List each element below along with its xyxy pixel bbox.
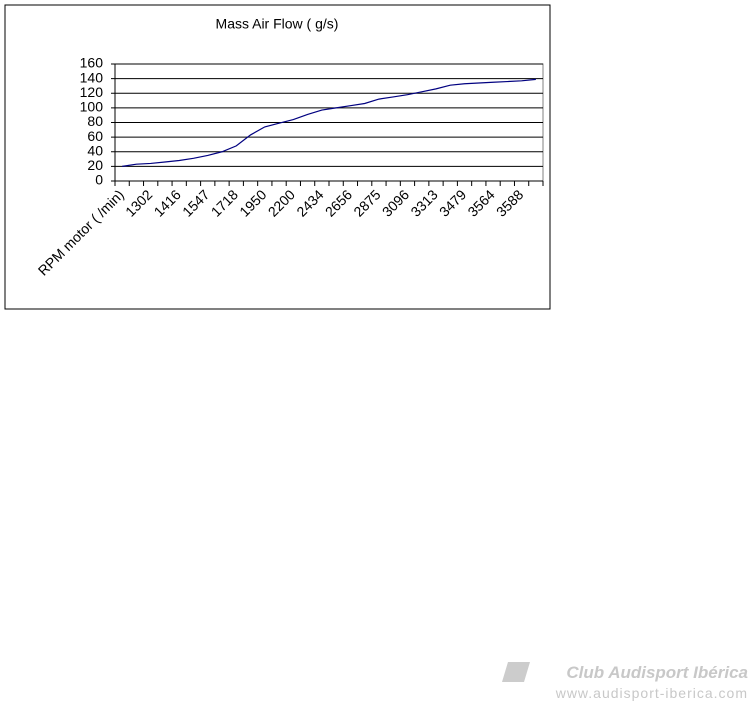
y-tick-label: 20 <box>87 157 103 173</box>
y-tick-label: 120 <box>80 84 104 100</box>
y-tick-label: 100 <box>80 99 104 115</box>
logo-mark <box>502 662 530 682</box>
y-tick-label: 40 <box>87 142 103 158</box>
y-tick-label: 80 <box>87 113 103 129</box>
chart-title: Mass Air Flow ( g/s) <box>216 16 339 32</box>
data-line <box>122 78 536 167</box>
y-tick-label: 140 <box>80 69 104 85</box>
y-tick-label: 160 <box>80 55 104 71</box>
y-tick-label: 60 <box>87 128 103 144</box>
watermark-brand: Club Audisport Ibérica <box>566 663 748 682</box>
watermark-url: www.audisport-iberica.com <box>555 685 748 701</box>
y-tick-label: 0 <box>95 172 103 188</box>
